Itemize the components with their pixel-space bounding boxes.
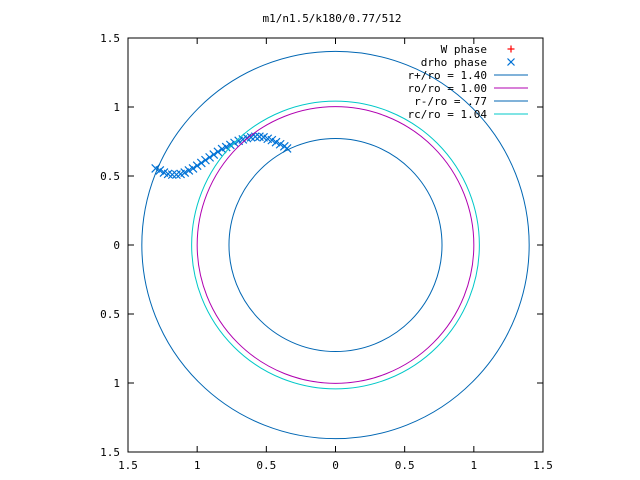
circle-ro-ro-1-00 [196, 106, 475, 384]
data-point [217, 144, 227, 154]
data-point [196, 158, 206, 168]
marker-d2 [159, 168, 169, 177]
marker-d2 [507, 58, 515, 66]
marker-d2 [275, 139, 285, 149]
data-point [225, 140, 235, 150]
legend-swatch [507, 45, 515, 53]
marker-d2 [209, 150, 219, 160]
circle-rc-ro-1-04 [191, 100, 480, 390]
y-tick-label: 1 [113, 377, 120, 390]
marker-d2 [225, 140, 235, 150]
y-tick-label: 0.5 [100, 170, 120, 183]
data-point [167, 170, 177, 180]
marker-d2 [184, 166, 194, 175]
y-tick-label: 0.5 [100, 308, 120, 321]
y-tick-label: 1.5 [100, 32, 120, 45]
data-point [155, 166, 165, 175]
marker-d2 [254, 132, 264, 142]
marker-d2 [263, 134, 273, 144]
data-point [213, 147, 223, 157]
x-tick-label: 1 [194, 459, 201, 472]
legend-label: r+/ro = 1.40 [408, 69, 487, 82]
marker-d2 [217, 144, 227, 154]
legend-label: ro/ro = 1.00 [408, 82, 487, 95]
y-tick-label: 1.5 [100, 446, 120, 459]
marker-d2 [267, 135, 277, 145]
marker-d2 [180, 168, 190, 177]
legend-label: rc/ro = 1.04 [408, 108, 488, 121]
circle-r-ro-77 [228, 137, 443, 353]
marker-d2 [221, 142, 231, 152]
marker-d2 [192, 161, 202, 171]
marker-d2 [271, 137, 281, 147]
data-point [205, 152, 215, 162]
y-tick-label: 0 [113, 239, 120, 252]
data-point [192, 161, 202, 171]
y-tick-label: 1 [113, 101, 120, 114]
legend-label: r-/ro = .77 [414, 95, 487, 108]
data-point [209, 150, 219, 160]
x-tick-label: 1.5 [533, 459, 553, 472]
x-tick-label: 1 [471, 459, 478, 472]
circle-r-ro-1-40 [141, 50, 530, 440]
marker-d2 [167, 170, 177, 180]
marker-d2 [205, 152, 215, 162]
legend-label: W phase [441, 43, 487, 56]
marker-d2 [155, 166, 165, 175]
x-tick-label: 0.5 [395, 459, 415, 472]
data-point [184, 166, 194, 175]
x-tick-label: 0.5 [256, 459, 276, 472]
marker-d2 [188, 163, 198, 173]
data-point [180, 168, 190, 177]
legend-swatch [507, 58, 515, 66]
marker-d2 [163, 169, 173, 179]
marker-d2 [201, 155, 210, 165]
marker-d2 [213, 147, 223, 157]
chart-title: m1/n1.5/k180/0.77/512 [262, 12, 401, 25]
data-point [188, 163, 198, 173]
x-axis: 1.5 1 0.5 0 0.5 1 1.5 [118, 38, 553, 472]
y-axis: 1.5 1 0.5 0 0.5 1 1.5 [100, 32, 543, 459]
x-tick-label: 0 [332, 459, 339, 472]
data-point [267, 135, 277, 145]
marker-d2 [259, 132, 268, 142]
data-point [201, 155, 210, 165]
x-tick-label: 1.5 [118, 459, 138, 472]
marker-d2 [250, 132, 260, 142]
data-point [221, 142, 231, 152]
legend-label: drho phase [421, 56, 487, 69]
data-point [275, 139, 285, 149]
plot-area [141, 50, 530, 440]
data-point [271, 137, 281, 147]
marker-d2 [196, 158, 206, 168]
